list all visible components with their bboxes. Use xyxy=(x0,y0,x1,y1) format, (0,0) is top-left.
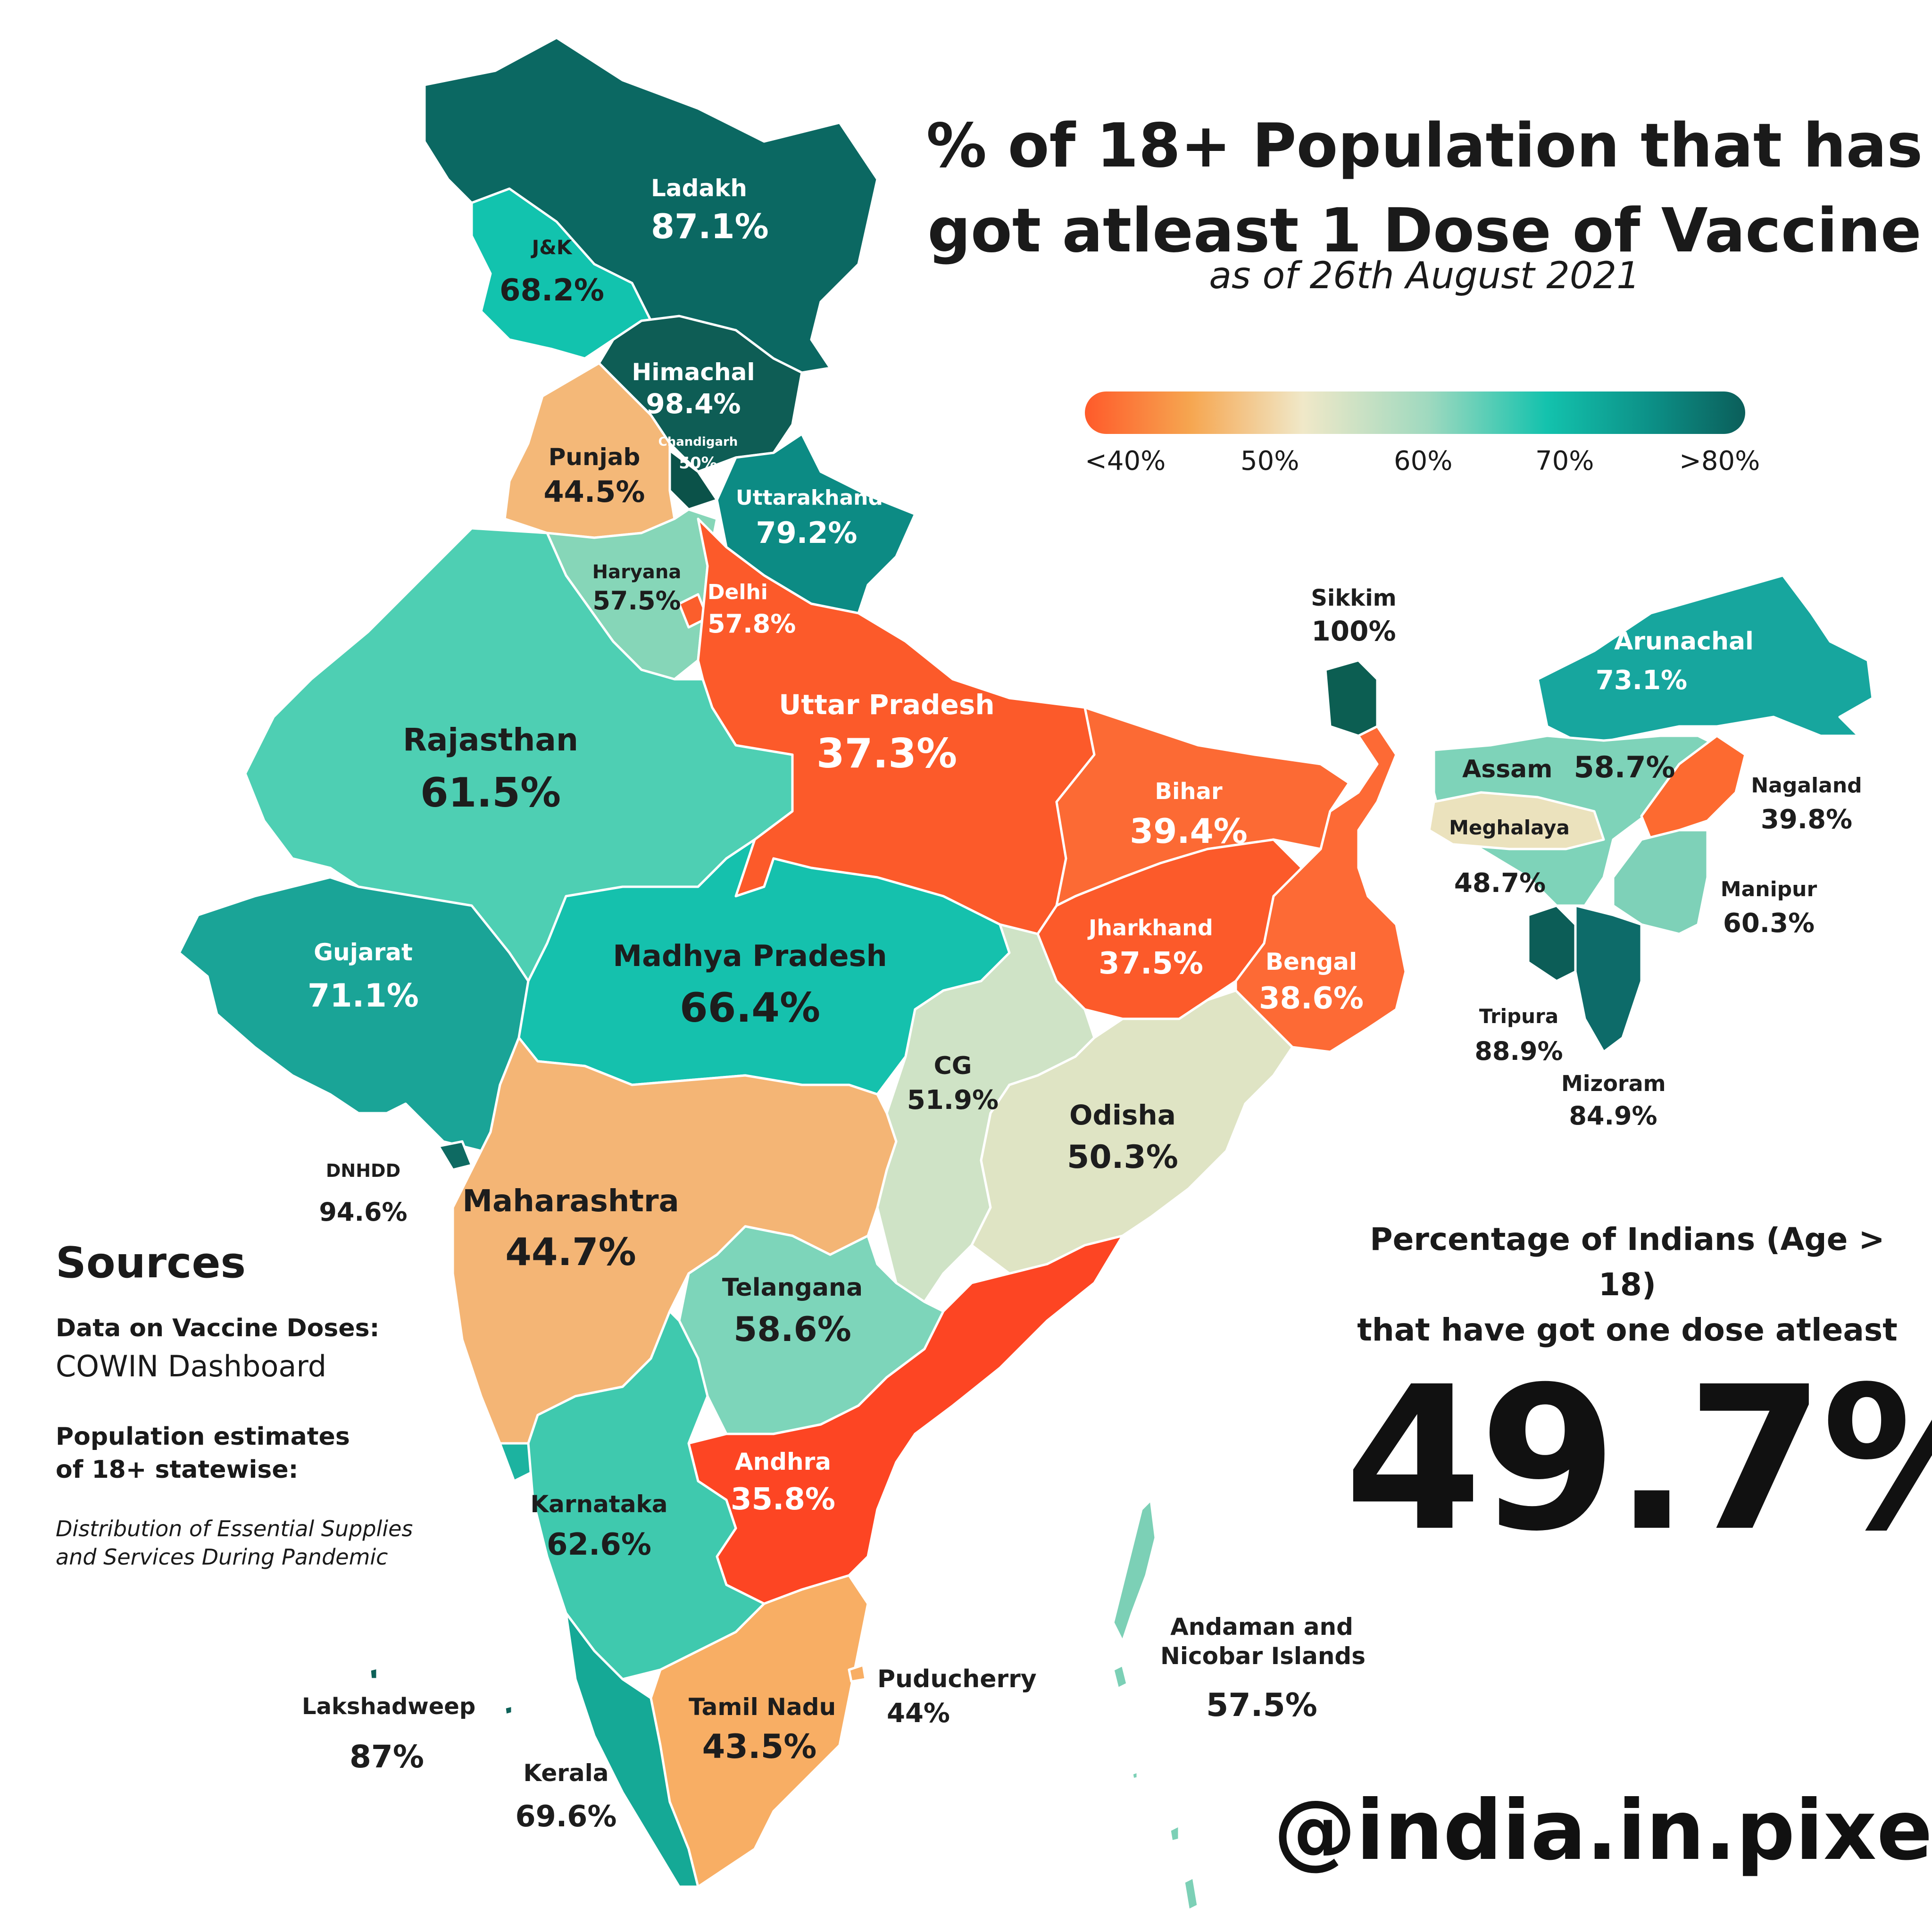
label-meghalaya: Meghalaya xyxy=(1449,816,1570,839)
region-lakshadweep[interactable] xyxy=(368,1666,514,1716)
legend-tick-60: 60% xyxy=(1394,446,1453,476)
label-jharkhand: Jharkhand 37.5% xyxy=(1089,915,1213,981)
label-mizoram: Mizoram 84.9% xyxy=(1561,1071,1666,1131)
label-assam: Assam 58.7% xyxy=(1462,750,1675,784)
summary-label-line-1: Percentage of Indians (Age > 18) xyxy=(1370,1221,1885,1303)
legend-tick-low: <40% xyxy=(1085,446,1166,476)
sources-population-label-1: Population estimates xyxy=(56,1423,350,1451)
label-tamilnadu: Tamil Nadu 43.5% xyxy=(689,1693,836,1766)
label-haryana: Haryana 57.5% xyxy=(592,561,682,616)
label-telangana: Telangana 58.6% xyxy=(722,1274,863,1349)
label-lakshadweep: Lakshadweep 87% xyxy=(302,1693,476,1775)
label-bihar: Bihar 39.4% xyxy=(1130,778,1248,851)
region-tripura[interactable] xyxy=(1527,904,1577,983)
label-rajasthan: Rajasthan 61.5% xyxy=(403,722,578,816)
label-uttarakhand: Uttarakhand 79.2% xyxy=(736,486,883,550)
label-bengal: Bengal 38.6% xyxy=(1258,948,1364,1016)
label-andhra: Andhra 35.8% xyxy=(730,1448,836,1517)
title-line-2: got atleast 1 Dose of Vaccine xyxy=(927,196,1922,266)
region-nagaland[interactable] xyxy=(1640,734,1747,841)
label-mp: Madhya Pradesh 66.4% xyxy=(613,939,887,1032)
region-sikkim[interactable] xyxy=(1324,659,1379,737)
label-karnataka: Karnataka 62.6% xyxy=(530,1491,668,1562)
summary-value: 49.7% xyxy=(1344,1344,1932,1575)
sources-doses-label: Data on Vaccine Doses: xyxy=(56,1314,380,1342)
region-arunachal[interactable] xyxy=(1536,574,1874,747)
summary-label: Percentage of Indians (Age > 18) that ha… xyxy=(1344,1217,1910,1353)
sources-title: Sources xyxy=(56,1238,246,1288)
label-arunachal: Arunachal 73.1% xyxy=(1595,627,1754,696)
label-andaman: Andaman and Nicobar Islands 57.5% xyxy=(1160,1613,1366,1724)
region-gujarat[interactable] xyxy=(178,876,530,1152)
sources-population-value-1: Distribution of Essential Supplies xyxy=(56,1516,413,1541)
label-nagaland: Nagaland 39.8% xyxy=(1751,774,1862,835)
sources-population-label-2: of 18+ statewise: xyxy=(56,1456,299,1484)
label-manipur: Manipur 60.3% xyxy=(1720,877,1817,939)
label-jk: J&K 68.2% xyxy=(499,236,605,308)
label-chandigarh: Chandigarh 50% xyxy=(658,435,738,473)
legend-tick-70: 70% xyxy=(1535,446,1594,476)
legend-tick-50: 50% xyxy=(1241,446,1299,476)
region-puducherry[interactable] xyxy=(848,1664,867,1683)
region-meghalaya[interactable] xyxy=(1428,791,1605,850)
region-mizoram[interactable] xyxy=(1574,904,1643,1053)
region-dnhdd[interactable] xyxy=(437,1140,473,1171)
label-maharashtra: Maharashtra 44.7% xyxy=(462,1184,679,1274)
map-title: % of 18+ Population that has got atleast… xyxy=(924,104,1924,274)
label-dnhdd: DNHDD 94.6% xyxy=(319,1160,408,1227)
label-cg: CG 51.9% xyxy=(907,1052,999,1116)
sources-doses-value: COWIN Dashboard xyxy=(56,1349,327,1383)
label-tripura: Tripura 88.9% xyxy=(1474,1005,1563,1066)
label-himachal: Himachal 98.4% xyxy=(632,358,755,420)
region-andaman[interactable] xyxy=(1112,1499,1199,1912)
label-gujarat: Gujarat 71.1% xyxy=(308,939,419,1015)
summary-label-line-2: that have got one dose atleast xyxy=(1357,1312,1898,1348)
label-ladakh: Ladakh 87.1% xyxy=(651,175,769,246)
label-punjab: Punjab 44.5% xyxy=(543,443,645,509)
label-up: Uttar Pradesh 37.3% xyxy=(779,689,995,777)
author-handle: @india.in.pixels xyxy=(1274,1783,1932,1879)
region-manipur[interactable] xyxy=(1612,829,1709,935)
region-bengal[interactable] xyxy=(1234,725,1407,1053)
region-tamilnadu[interactable] xyxy=(650,1574,869,1888)
label-sikkim: Sikkim 100% xyxy=(1311,585,1397,647)
legend-tick-high: >80% xyxy=(1679,446,1760,476)
title-line-1: % of 18+ Population that has xyxy=(926,111,1923,181)
map-subtitle: as of 26th August 2021 xyxy=(1209,255,1640,297)
legend-gradient-bar xyxy=(1085,391,1745,434)
sources-population-value-2: and Services During Pandemic xyxy=(56,1544,388,1570)
label-delhi: Delhi 57.8% xyxy=(708,580,796,639)
label-puducherry: Puducherry 44% xyxy=(877,1665,1037,1729)
label-odisha: Odisha 50.3% xyxy=(1067,1099,1178,1176)
label-kerala: Kerala 69.6% xyxy=(515,1759,617,1833)
region-odisha[interactable] xyxy=(970,989,1294,1275)
region-jk[interactable] xyxy=(470,187,652,360)
label-meghalaya-value: 48.7% xyxy=(1454,868,1546,899)
